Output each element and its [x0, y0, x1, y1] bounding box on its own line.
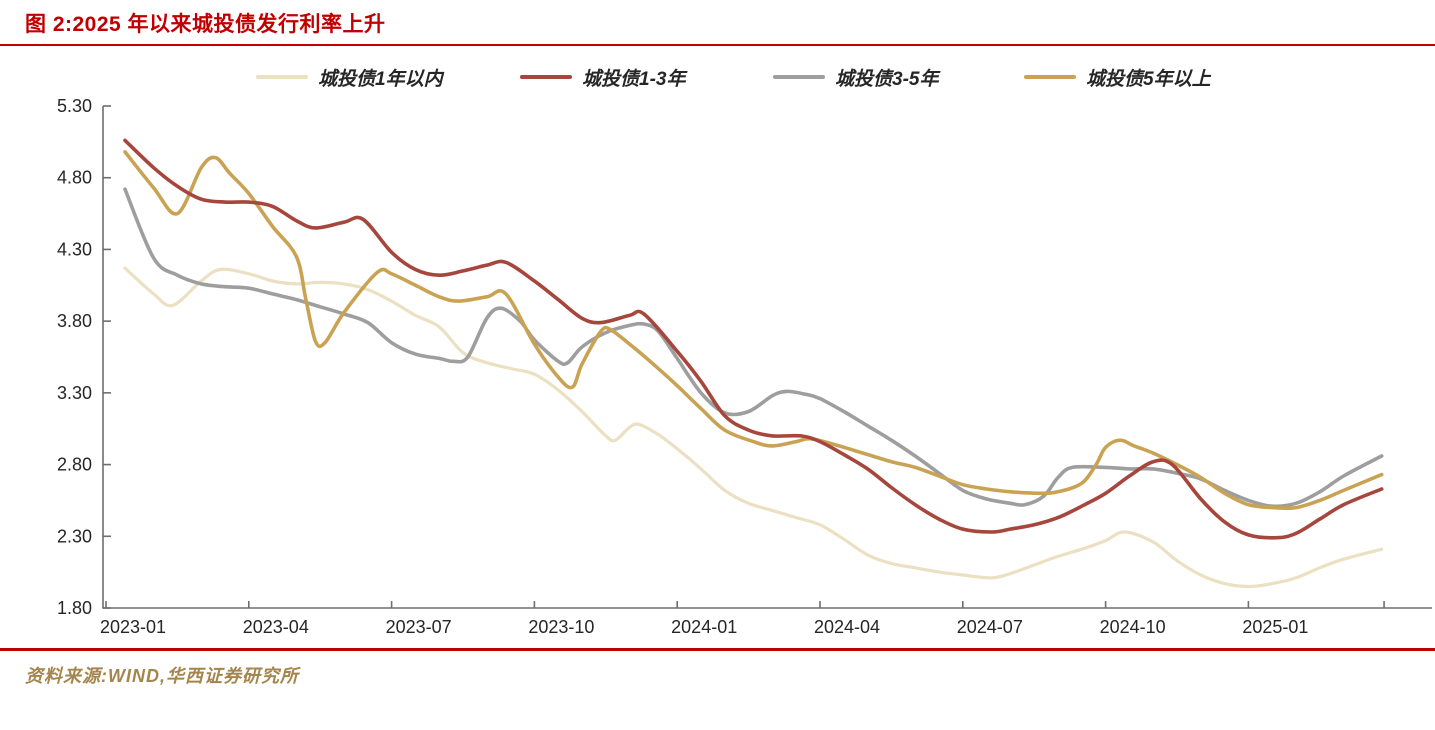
- source-note: 资料来源:WIND,华西证券研究所: [25, 666, 299, 686]
- chart-legend: 城投债1年以内 城投债1-3年 城投债3-5年 城投债5年以上: [0, 64, 1435, 90]
- legend-label: 城投债1年以内: [318, 68, 443, 90]
- axes: [102, 106, 1432, 609]
- y-tick-label: 5.30: [57, 96, 92, 116]
- x-tick-label: 2023-07: [386, 617, 452, 637]
- y-tick-label: 2.80: [57, 455, 92, 475]
- legend-item-1: 城投债1-3年: [520, 64, 685, 90]
- x-tick-label: 2025-01: [1242, 617, 1308, 637]
- y-tick-label: 3.30: [57, 383, 92, 403]
- x-tick-label: 2024-10: [1100, 617, 1166, 637]
- y-tick-label: 2.30: [57, 526, 92, 546]
- legend-item-0: 城投债1年以内: [256, 64, 443, 90]
- legend-swatch-icon: [773, 75, 825, 79]
- legend-label: 城投债5年以上: [1086, 68, 1211, 90]
- x-tick-label: 2024-01: [671, 617, 737, 637]
- series-line-3: [123, 138, 1384, 540]
- legend-swatch-icon: [520, 75, 572, 79]
- x-tick-label: 2023-10: [528, 617, 594, 637]
- series-line-2: [123, 150, 1384, 511]
- series-line-1: [123, 187, 1384, 509]
- series-line-0: [123, 266, 1384, 589]
- legend-item-2: 城投债3-5年: [773, 64, 938, 90]
- y-tick-label: 1.80: [57, 598, 92, 618]
- legend-swatch-icon: [1024, 75, 1076, 79]
- bottom-rule: [0, 648, 1435, 651]
- legend-swatch-icon: [256, 75, 308, 79]
- legend-label: 城投债1-3年: [582, 68, 686, 90]
- x-tick-label: 2024-07: [957, 617, 1023, 637]
- legend-item-3: 城投债5年以上: [1024, 64, 1211, 90]
- x-tick-label: 2023-04: [243, 617, 309, 637]
- x-tick-label: 2024-04: [814, 617, 880, 637]
- y-tick-label: 3.80: [57, 311, 92, 331]
- y-tick-label: 4.30: [57, 239, 92, 259]
- legend-label: 城投债3-5年: [835, 68, 939, 90]
- x-tick-label: 2023-01: [100, 617, 166, 637]
- y-tick-label: 4.80: [57, 168, 92, 188]
- figure-title: 图 2:2025 年以来城投债发行利率上升: [25, 13, 386, 36]
- title-rule: [0, 44, 1435, 46]
